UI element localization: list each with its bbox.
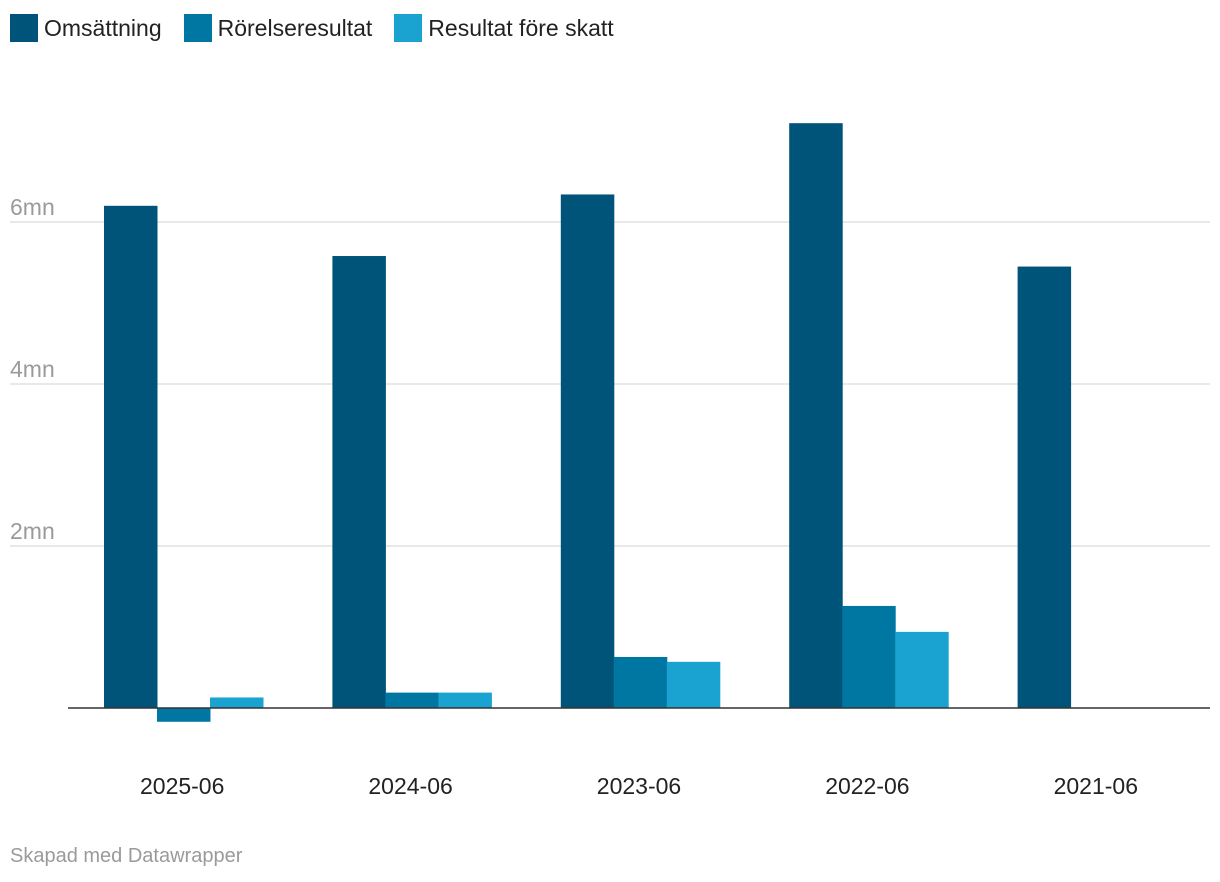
bar-resultat-fore-skatt-2025-06	[210, 697, 264, 708]
bar-resultat-fore-skatt-2022-06	[895, 631, 949, 708]
bar-omsattning-2021-06	[1017, 266, 1072, 708]
x-tick-label: 2021-06	[1054, 773, 1138, 799]
x-tick-label: 2025-06	[140, 773, 224, 799]
bar-resultat-fore-skatt-2023-06	[666, 661, 721, 708]
legend-swatch	[394, 14, 423, 42]
bar-omsattning-2023-06	[560, 194, 615, 708]
bar-omsattning-2025-06	[104, 205, 158, 709]
bars	[104, 123, 1072, 722]
credit-text: Skapad med Datawrapper	[10, 845, 243, 867]
y-tick-label: 2mn	[10, 518, 55, 544]
bar-rorelseresultat-2025-06	[157, 708, 211, 722]
legend: Omsättning Rörelseresultat Resultat före s…	[10, 13, 636, 43]
bar-omsattning-2024-06	[332, 256, 386, 708]
x-tick-label: 2023-06	[597, 773, 681, 799]
bar-omsattning-2022-06	[789, 123, 843, 709]
legend-swatch	[10, 14, 38, 42]
legend-label: Rörelseresultat	[217, 14, 373, 41]
legend-label: Omsättning	[44, 14, 162, 41]
y-tick-labels: 2mn 4mn 6mn	[10, 194, 55, 544]
bar-rorelseresultat-2023-06	[613, 656, 668, 708]
bar-resultat-fore-skatt-2024-06	[438, 692, 492, 708]
legend-item-rorelseresultat: Rörelseresultat	[183, 14, 373, 42]
bar-rorelseresultat-2024-06	[385, 692, 439, 708]
x-tick-label: 2024-06	[368, 773, 452, 799]
y-tick-label: 4mn	[10, 356, 55, 382]
bar-rorelseresultat-2022-06	[842, 605, 896, 708]
legend-swatch	[183, 14, 212, 42]
legend-label: Resultat före skatt	[428, 14, 614, 41]
x-tick-label: 2022-06	[825, 773, 909, 799]
y-tick-label: 6mn	[10, 194, 55, 220]
x-tick-labels: 2025-06 2024-06 2023-06 2022-06 2021-06	[140, 773, 1138, 799]
legend-item-resultat-fore-skatt: Resultat före skatt	[394, 14, 614, 42]
legend-item-omsattning: Omsättning	[10, 14, 162, 42]
